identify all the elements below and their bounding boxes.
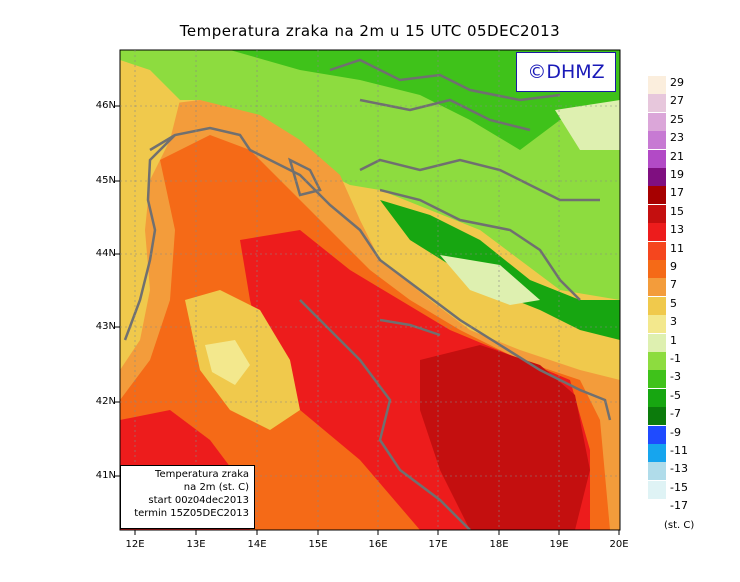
legend-swatch [648, 112, 666, 131]
legend-label: 13 [670, 223, 684, 237]
legend-label: 21 [670, 149, 684, 163]
legend-label: 3 [670, 315, 677, 329]
legend-swatch [648, 444, 666, 462]
legend-label: 23 [670, 131, 684, 145]
axis-ticks [115, 105, 620, 535]
legend-label: 17 [670, 186, 684, 200]
legend-label: -5 [670, 388, 681, 402]
lon-label: 18E [489, 539, 509, 550]
legend-swatch [648, 480, 666, 499]
lat-label: 44N [95, 248, 116, 259]
legend-swatch [648, 296, 666, 315]
lon-label: 19E [549, 539, 569, 550]
lat-label: 42N [95, 396, 116, 407]
legend-label: -11 [670, 444, 688, 457]
legend-swatch [648, 370, 666, 389]
legend-label: -13 [670, 462, 688, 476]
plot-frame [119, 49, 621, 531]
legend-swatch [648, 388, 666, 407]
legend-label: 1 [670, 333, 677, 347]
lon-label: 13E [186, 539, 206, 550]
legend-swatch [648, 131, 666, 150]
legend-swatch [648, 223, 666, 242]
lat-label: 45N [95, 175, 116, 186]
legend-swatch [648, 462, 666, 481]
legend-label: 5 [670, 296, 677, 310]
legend-swatch [648, 260, 666, 278]
legend-units: (st. C) [664, 520, 695, 531]
legend-label: -17 [670, 499, 688, 513]
map-title: Temperatura zraka na 2m u 15 UTC 05DEC20… [179, 22, 561, 40]
legend-swatch [648, 315, 666, 334]
legend-label: 19 [670, 168, 684, 181]
info-line: Temperatura zraka [155, 469, 249, 480]
legend-swatch [648, 407, 666, 426]
legend-swatch [648, 204, 666, 223]
legend-swatch [648, 94, 666, 113]
lon-label: 20E [609, 539, 629, 550]
lon-label: 14E [247, 539, 267, 550]
info-line: na 2m (st. C) [183, 482, 249, 493]
lon-label: 17E [428, 539, 448, 550]
legend-swatch [648, 76, 666, 94]
lat-label: 41N [95, 470, 116, 481]
legend-swatch [648, 425, 666, 444]
legend-label: 9 [670, 260, 677, 273]
legend-swatch [648, 352, 666, 370]
legend-swatch [648, 333, 666, 352]
graticule [120, 50, 620, 530]
coastline-outline [123, 58, 612, 530]
legend-label: 25 [670, 112, 684, 126]
info-line: termin 15Z05DEC2013 [134, 508, 249, 519]
lon-label: 12E [125, 539, 145, 550]
legend-label: 7 [670, 278, 677, 292]
lat-label: 43N [95, 321, 116, 332]
legend-label: 11 [670, 241, 684, 255]
legend-label: -3 [670, 370, 681, 384]
legend-label: 27 [670, 94, 684, 108]
legend-label: -9 [670, 425, 681, 439]
temperature-field [120, 50, 620, 530]
legend-label: -15 [670, 480, 688, 494]
legend-swatch [648, 499, 666, 518]
legend-label: -7 [670, 407, 681, 421]
legend-swatch [648, 278, 666, 297]
lon-label: 15E [308, 539, 328, 550]
legend-swatch [648, 168, 666, 186]
lon-label: 16E [368, 539, 388, 550]
legend-label: 15 [670, 204, 684, 218]
info-line: start 00z04dec2013 [148, 495, 249, 506]
lat-label: 46N [95, 100, 116, 111]
forecast-info-box: Temperatura zraka na 2m (st. C) start 00… [120, 465, 255, 529]
legend-swatch [648, 149, 666, 168]
legend-swatch [648, 241, 666, 260]
legend-label: -1 [670, 352, 681, 365]
dhmz-logo: ©DHMZ [516, 52, 616, 92]
legend-swatch [648, 186, 666, 205]
legend-label: 29 [670, 76, 684, 89]
